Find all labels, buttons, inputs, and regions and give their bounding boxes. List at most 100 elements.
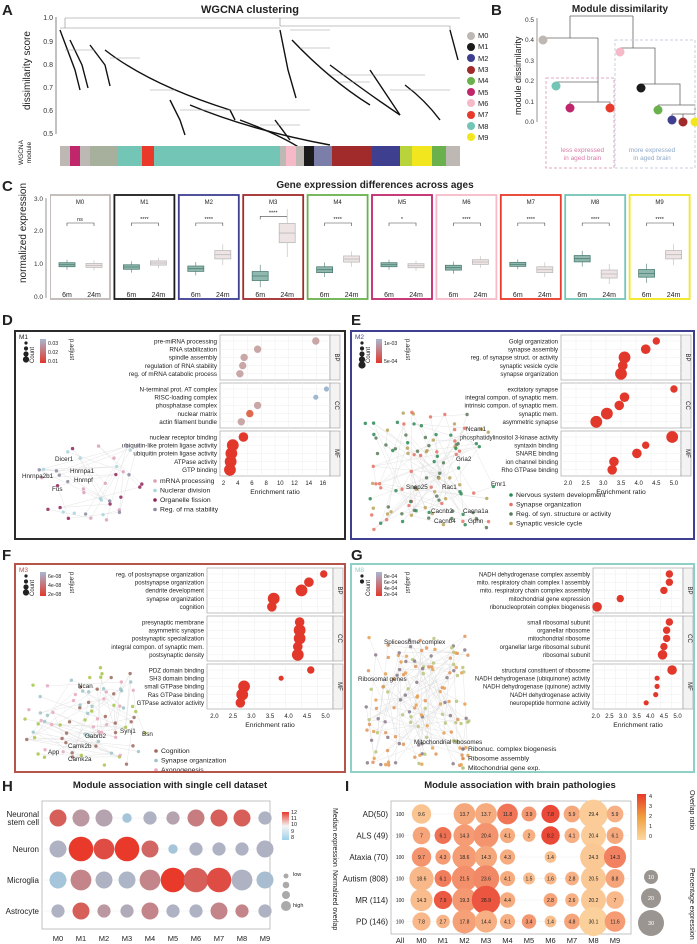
panel-label-f: F [2, 547, 12, 564]
svg-text:M3: M3 [122, 934, 132, 943]
module-legend-item: M8 [467, 120, 488, 131]
svg-text:24m: 24m [87, 292, 101, 299]
svg-text:RNA stabilization: RNA stabilization [169, 347, 217, 354]
svg-text:****: **** [462, 217, 471, 223]
svg-text:20.2: 20.2 [589, 898, 599, 904]
svg-text:GTP binding: GTP binding [182, 467, 217, 474]
svg-text:18.6: 18.6 [417, 877, 427, 883]
dot [580, 822, 607, 849]
svg-text:CC: CC [333, 401, 339, 410]
dot [544, 872, 557, 885]
dot [409, 866, 434, 891]
gene-network: Spliceosome complex Ribosomal genes Mitoch… [358, 634, 482, 768]
dot [97, 904, 111, 918]
svg-text:100: 100 [396, 877, 405, 883]
dot [410, 888, 433, 912]
dot [579, 799, 608, 829]
svg-text:2e-08: 2e-08 [48, 592, 61, 598]
svg-text:Cacnb4: Cacnb4 [434, 518, 456, 525]
panel-h-overlap-low: low [293, 872, 302, 878]
gene-network: Ncam1 Gria2 Snap25 Rac1 Fmr1 Cacnb2 Cacna1a Cac… [363, 410, 506, 532]
dot [499, 827, 516, 844]
facet-CC: CC presynaptic membrane asymmetric synapse… [111, 615, 344, 662]
svg-text:reg. of synapse struct. or act: reg. of synapse struct. or activity [471, 355, 559, 362]
svg-text:100: 100 [396, 834, 405, 840]
panel-g-module: M8 [355, 567, 365, 574]
svg-text:Snap25: Snap25 [406, 484, 428, 491]
svg-text:1.4: 1.4 [547, 920, 554, 926]
svg-text:Neuronal: Neuronal [7, 810, 40, 819]
dot [499, 913, 516, 930]
svg-text:CC: CC [684, 401, 690, 410]
svg-text:3.0: 3.0 [599, 481, 608, 487]
svg-text:30.1: 30.1 [589, 920, 599, 926]
svg-text:Synapse organization: Synapse organization [516, 502, 582, 509]
dot [522, 829, 536, 842]
svg-text:Count: Count [366, 580, 372, 596]
dot [451, 865, 478, 892]
svg-text:neuropeptide hormone activity: neuropeptide hormone activity [510, 701, 590, 707]
svg-text:24m: 24m [538, 292, 552, 299]
svg-text:M7: M7 [214, 934, 224, 943]
svg-text:CC: CC [336, 634, 342, 643]
svg-text:small GTPase binding: small GTPase binding [144, 684, 204, 691]
dot [141, 902, 159, 920]
panel-i-pct-20: 20 [648, 896, 654, 902]
svg-text:postsynaptic specialization: postsynaptic specialization [132, 636, 204, 643]
panel-label-d: D [2, 312, 13, 329]
svg-text:Synj1: Synj1 [120, 728, 136, 735]
dot [49, 871, 67, 889]
svg-text:2.5: 2.5 [229, 714, 238, 720]
svg-text:****: **** [591, 217, 600, 223]
dot [49, 809, 67, 827]
svg-text:Ribosome assembly: Ribosome assembly [468, 756, 530, 763]
svg-text:phosphatidylinositol 3-kinase: phosphatidylinositol 3-kinase activity [460, 434, 559, 441]
svg-text:Mitochondrial gene exp.: Mitochondrial gene exp. [468, 765, 540, 771]
svg-text:6m: 6m [320, 292, 330, 299]
dot [118, 871, 136, 889]
svg-text:ribonucleoprotein complex biog: ribonucleoprotein complex biogenesis [490, 605, 590, 611]
facet-MF: MF structural constituent of ribosome NADH… [475, 663, 694, 710]
svg-text:6: 6 [250, 481, 254, 487]
svg-text:24m: 24m [216, 292, 230, 299]
svg-text:M2: M2 [99, 934, 109, 943]
svg-text:RISC-loading complex: RISC-loading complex [154, 395, 217, 402]
svg-text:3.5: 3.5 [632, 714, 641, 720]
svg-text:0.02: 0.02 [48, 350, 58, 356]
svg-text:Hnrnpa1: Hnrnpa1 [70, 468, 95, 475]
panel-a-dendrogram: 1.0 0.9 0.8 0.7 0.6 0.5 [43, 15, 460, 166]
svg-text:4.3: 4.3 [440, 855, 447, 861]
svg-text:Bsn: Bsn [142, 731, 153, 738]
panel-i-pct-title: Percentage expression [688, 868, 695, 940]
svg-text:0.5: 0.5 [43, 131, 53, 138]
svg-text:mitochondrial gene expression: mitochondrial gene expression [509, 597, 590, 603]
dot [412, 826, 431, 845]
svg-text:Golgi organization: Golgi organization [509, 338, 558, 345]
boxplot-M7: M7 **** 6m 24m [499, 194, 562, 300]
boxplot-M1: M1 **** 6m 24m [113, 194, 176, 300]
svg-text:9.6: 9.6 [418, 812, 425, 818]
svg-text:0.9: 0.9 [43, 39, 53, 46]
svg-text:24m: 24m [409, 292, 423, 299]
svg-text:4: 4 [236, 481, 240, 487]
svg-text:24m: 24m [474, 292, 488, 299]
svg-text:NADH dehydrogenase (ubiquinone: NADH dehydrogenase (ubiquinone) activity [475, 677, 590, 683]
svg-text:2: 2 [528, 834, 531, 840]
svg-text:24.3: 24.3 [589, 855, 599, 861]
svg-text:spindle assembly: spindle assembly [169, 355, 218, 362]
module-legend-item: M6 [467, 98, 488, 109]
svg-text:dendrite development: dendrite development [145, 588, 204, 595]
svg-text:1.0: 1.0 [34, 261, 43, 268]
panel-c-ylabel: normalized expression [18, 182, 29, 283]
dot [471, 885, 501, 915]
panel-b-title: Module dissimilarity [571, 4, 669, 15]
svg-text:M3: M3 [481, 936, 491, 944]
svg-text:ribosomal subunit: ribosomal subunit [543, 653, 590, 659]
dot [434, 870, 452, 887]
boxplot-M2: M2 **** 6m 24m [177, 194, 240, 300]
dot [233, 809, 251, 827]
svg-text:3.0: 3.0 [247, 714, 256, 720]
dot [565, 871, 579, 886]
facet-BP: BP NADH dehydrogenase complex assembly mit… [477, 567, 694, 614]
svg-text:2.5: 2.5 [605, 714, 614, 720]
